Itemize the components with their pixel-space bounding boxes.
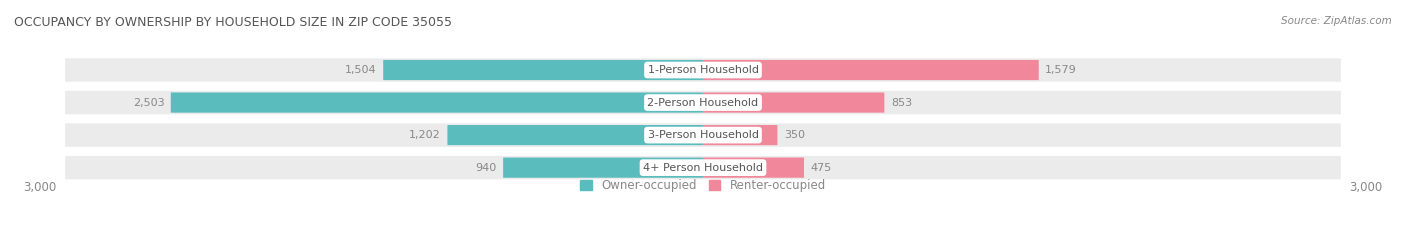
Text: 1-Person Household: 1-Person Household bbox=[648, 65, 758, 75]
FancyBboxPatch shape bbox=[170, 93, 703, 113]
Text: 4+ Person Household: 4+ Person Household bbox=[643, 163, 763, 173]
Text: 853: 853 bbox=[891, 98, 912, 108]
Text: OCCUPANCY BY OWNERSHIP BY HOUSEHOLD SIZE IN ZIP CODE 35055: OCCUPANCY BY OWNERSHIP BY HOUSEHOLD SIZE… bbox=[14, 16, 453, 29]
Text: 940: 940 bbox=[475, 163, 496, 173]
FancyBboxPatch shape bbox=[703, 125, 778, 145]
FancyBboxPatch shape bbox=[447, 125, 703, 145]
FancyBboxPatch shape bbox=[503, 158, 703, 178]
Text: 475: 475 bbox=[810, 163, 831, 173]
FancyBboxPatch shape bbox=[65, 156, 1341, 179]
Legend: Owner-occupied, Renter-occupied: Owner-occupied, Renter-occupied bbox=[575, 174, 831, 197]
Text: 3-Person Household: 3-Person Household bbox=[648, 130, 758, 140]
Text: 1,504: 1,504 bbox=[346, 65, 377, 75]
Text: 1,579: 1,579 bbox=[1045, 65, 1077, 75]
FancyBboxPatch shape bbox=[384, 60, 703, 80]
FancyBboxPatch shape bbox=[703, 93, 884, 113]
Text: 3,000: 3,000 bbox=[1350, 181, 1382, 194]
Text: 3,000: 3,000 bbox=[24, 181, 56, 194]
Text: 1,202: 1,202 bbox=[409, 130, 441, 140]
FancyBboxPatch shape bbox=[65, 123, 1341, 147]
FancyBboxPatch shape bbox=[65, 91, 1341, 114]
FancyBboxPatch shape bbox=[65, 58, 1341, 82]
FancyBboxPatch shape bbox=[703, 60, 1039, 80]
Text: 2,503: 2,503 bbox=[132, 98, 165, 108]
Text: Source: ZipAtlas.com: Source: ZipAtlas.com bbox=[1281, 16, 1392, 26]
Text: 350: 350 bbox=[783, 130, 804, 140]
Text: 2-Person Household: 2-Person Household bbox=[647, 98, 759, 108]
FancyBboxPatch shape bbox=[703, 158, 804, 178]
